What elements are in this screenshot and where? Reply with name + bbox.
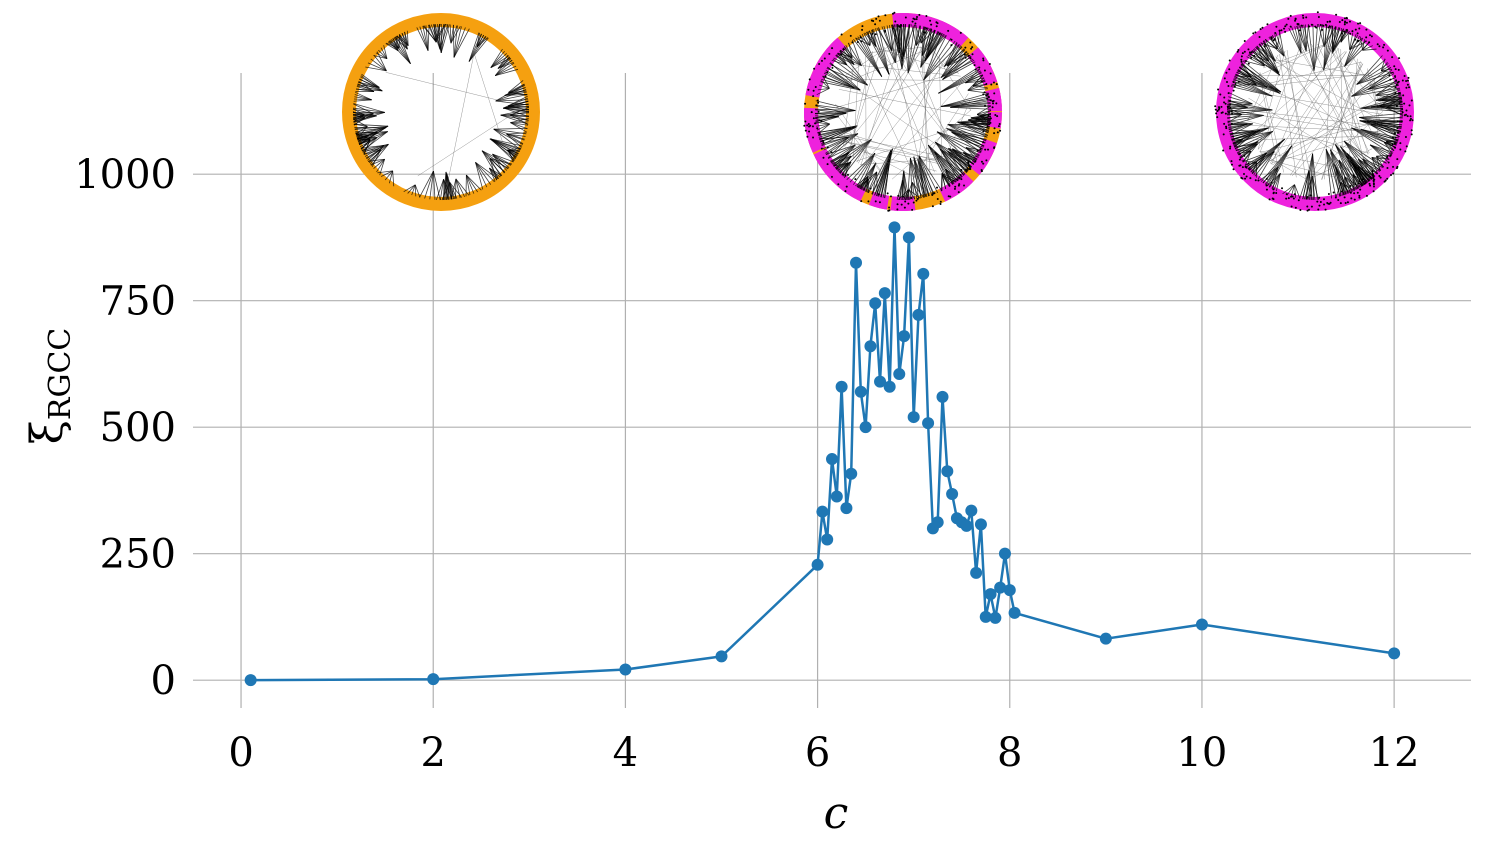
data-point (715, 650, 727, 662)
network-inset-critical-c (803, 12, 1001, 212)
data-point (975, 518, 987, 530)
data-point (937, 391, 949, 403)
data-point (884, 381, 896, 393)
data-point (619, 664, 631, 676)
data-point (1196, 619, 1208, 631)
data-point (850, 257, 862, 269)
data-point (879, 287, 891, 299)
y-axis-label-subscript: RGCC (43, 328, 78, 420)
x-tick-label: 2 (420, 730, 445, 776)
data-series (245, 221, 1400, 686)
network-inset-high-c (1214, 11, 1413, 211)
series-line (251, 227, 1394, 680)
data-point (860, 421, 872, 433)
x-tick-label: 4 (613, 730, 638, 776)
x-axis-label: c (824, 788, 849, 839)
y-axis-label-symbol: ξ (22, 420, 73, 444)
y-tick-label: 0 (151, 658, 176, 704)
data-point (908, 411, 920, 423)
network-insets (349, 11, 1414, 211)
data-point (999, 548, 1011, 560)
data-point (821, 534, 833, 546)
data-point (1004, 584, 1016, 596)
data-point (989, 612, 1001, 624)
data-point (869, 297, 881, 309)
data-point (840, 502, 852, 514)
data-point (932, 516, 944, 528)
y-tick-label: 1000 (74, 152, 176, 198)
y-tick-label: 500 (100, 405, 176, 451)
data-point (836, 381, 848, 393)
data-point (961, 520, 973, 532)
x-tick-label: 6 (805, 730, 830, 776)
data-point (855, 386, 867, 398)
data-point (826, 453, 838, 465)
data-point (970, 567, 982, 579)
data-point (845, 468, 857, 480)
x-tick-label: 0 (228, 730, 253, 776)
data-point (816, 506, 828, 518)
data-point (245, 674, 257, 686)
tick-labels: 0 2 4 6 8 10 12 0 250 500 750 1000 (74, 152, 1419, 776)
data-point (903, 231, 915, 243)
y-tick-label: 750 (100, 279, 176, 325)
data-point (1100, 633, 1112, 645)
data-point (812, 559, 824, 571)
data-point (941, 465, 953, 477)
data-point (1009, 607, 1021, 619)
data-point (864, 340, 876, 352)
data-point (1388, 647, 1400, 659)
data-point (427, 673, 439, 685)
network-inset-low-c (349, 20, 533, 204)
data-point (965, 505, 977, 517)
y-axis-label: ξRGCC (22, 328, 78, 445)
x-tick-label: 12 (1369, 730, 1420, 776)
x-tick-label: 10 (1176, 730, 1227, 776)
data-point (893, 368, 905, 380)
data-point (922, 417, 934, 429)
x-tick-label: 8 (997, 730, 1022, 776)
data-point (831, 491, 843, 503)
data-point (912, 309, 924, 321)
y-tick-label: 250 (100, 532, 176, 578)
data-point (946, 488, 958, 500)
data-point (917, 268, 929, 280)
data-point (888, 221, 900, 233)
data-point (898, 330, 910, 342)
